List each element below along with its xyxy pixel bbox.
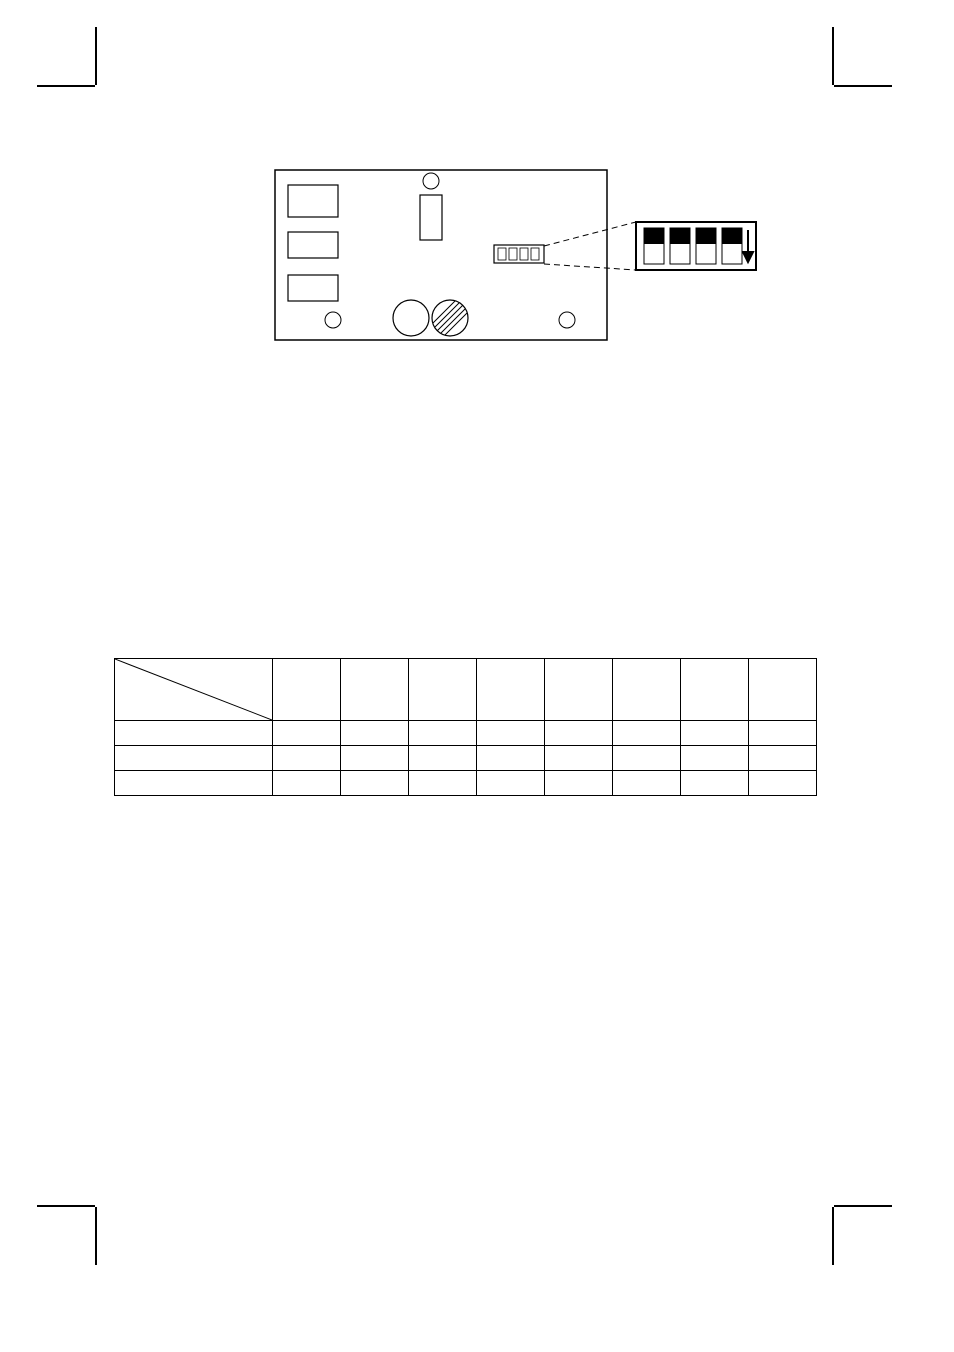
- mounting-hole-icon: [423, 173, 439, 189]
- table-header-cell: [681, 659, 749, 721]
- table-cell: [749, 721, 817, 746]
- component-circle: [393, 300, 429, 336]
- table-cell: [477, 721, 545, 746]
- table-cell: [613, 771, 681, 796]
- table-header-cell: [545, 659, 613, 721]
- table-header-cell: [341, 659, 409, 721]
- table-cell: [273, 746, 341, 771]
- table-header-cell: [273, 659, 341, 721]
- callout-line: [544, 264, 636, 270]
- table-cell: [749, 771, 817, 796]
- table-row-label: [115, 746, 273, 771]
- table-cell: [545, 721, 613, 746]
- component-rect: [420, 195, 442, 240]
- table-cell: [341, 721, 409, 746]
- component-rect: [288, 232, 338, 258]
- table-header-cell: [749, 659, 817, 721]
- crop-mark-bl-h: [37, 1205, 95, 1207]
- table-header-cell: [409, 659, 477, 721]
- table-row-label: [115, 771, 273, 796]
- crop-mark-br-v: [832, 1207, 834, 1265]
- table-cell: [273, 721, 341, 746]
- table-cell: [681, 771, 749, 796]
- component-circle-hatched: [432, 288, 468, 348]
- table-cell: [273, 771, 341, 796]
- component-rect: [288, 275, 338, 301]
- table-cell: [545, 746, 613, 771]
- settings-table: [114, 658, 817, 796]
- table-header-diagonal: [115, 659, 273, 721]
- table-cell: [613, 746, 681, 771]
- crop-mark-br-h: [834, 1205, 892, 1207]
- table-header-cell: [477, 659, 545, 721]
- mounting-hole-icon: [325, 312, 341, 328]
- table-cell: [613, 721, 681, 746]
- table-cell: [409, 721, 477, 746]
- table-cell: [341, 771, 409, 796]
- table-row-label: [115, 721, 273, 746]
- dip-switch-small: [494, 245, 544, 263]
- dip-switch-zoom: [636, 222, 756, 270]
- table-header-cell: [613, 659, 681, 721]
- table-cell: [341, 746, 409, 771]
- table-cell: [409, 746, 477, 771]
- mounting-hole-icon: [559, 312, 575, 328]
- pcb-diagram: [0, 0, 954, 500]
- callout-line: [544, 222, 636, 246]
- table-cell: [477, 746, 545, 771]
- table-cell: [749, 746, 817, 771]
- component-rect: [288, 185, 338, 217]
- document-page: [0, 0, 954, 1352]
- table-cell: [681, 721, 749, 746]
- table-cell: [409, 771, 477, 796]
- table-cell: [545, 771, 613, 796]
- crop-mark-bl-v: [95, 1207, 97, 1265]
- table-cell: [681, 746, 749, 771]
- table-cell: [477, 771, 545, 796]
